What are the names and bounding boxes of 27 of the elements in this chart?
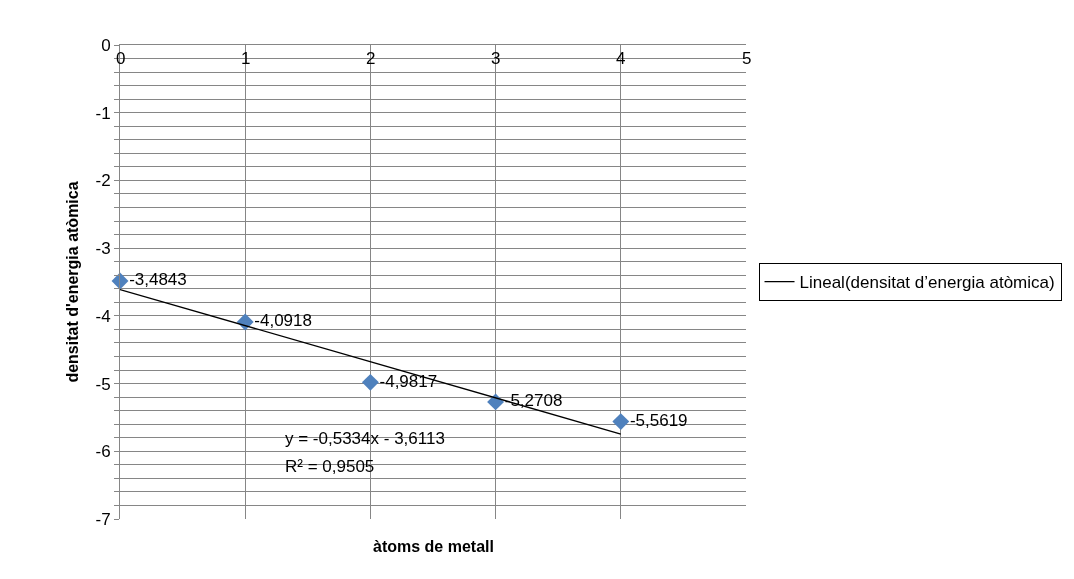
data-label: -4,9817: [379, 371, 438, 391]
y-tick-label: -2: [95, 171, 111, 191]
x-tick-label: 5: [742, 49, 752, 68]
y-axis-title: densitat d'energia atòmica: [64, 181, 82, 383]
y-tick-label: -1: [95, 103, 111, 123]
data-label: -4,0918: [254, 311, 312, 331]
point: [111, 272, 129, 290]
legend-label: Lineal(densitat d’energia atòmica): [799, 273, 1055, 293]
annotation: R² = 0,9505: [285, 457, 375, 476]
x-axis-title: àtoms de metall: [373, 538, 494, 555]
y-tick-label: -4: [95, 306, 111, 326]
data-label: -5,5619: [629, 410, 688, 430]
x-tick-label: 1: [241, 49, 251, 68]
x-tick-label: 2: [366, 49, 376, 68]
point: [361, 373, 379, 391]
y-tick-label: 0: [101, 35, 111, 55]
y-tick-label: -3: [95, 239, 111, 259]
x-tick-label: 4: [616, 49, 626, 68]
y-tick-label: -6: [95, 442, 111, 462]
x-tick-label: 3: [491, 49, 501, 68]
point: [612, 413, 630, 431]
y-tick-label: -5: [95, 374, 111, 394]
y-tick-label: -7: [95, 509, 111, 529]
data-label: -3,4843: [129, 270, 187, 290]
annotation: y = -0,5334x - 3,6113: [285, 429, 445, 448]
data-label: -5,2708: [504, 391, 563, 411]
x-tick-label: 0: [116, 49, 126, 68]
